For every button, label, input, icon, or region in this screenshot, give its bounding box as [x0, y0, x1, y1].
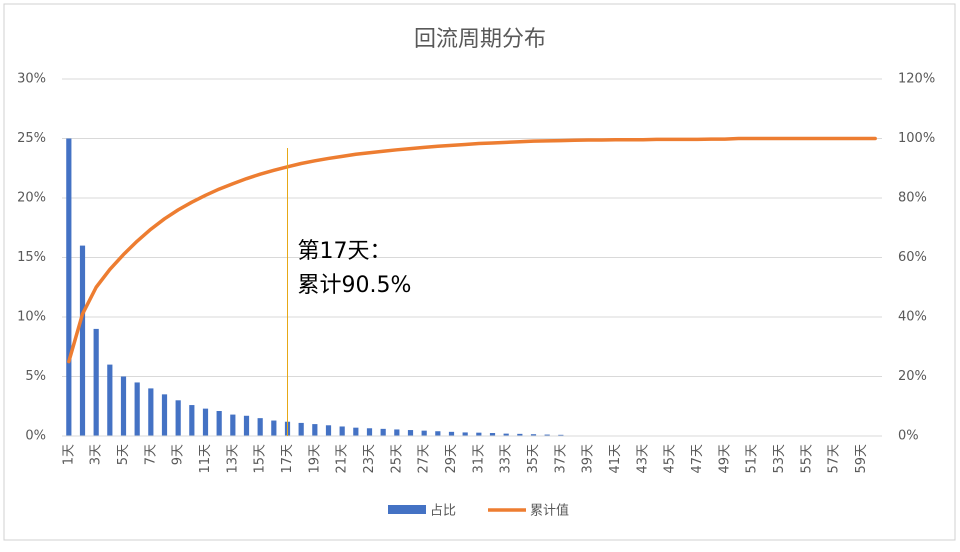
x-tick-label: 41天	[608, 444, 623, 474]
x-tick-label: 19天	[307, 444, 322, 474]
x-tick-label: 15天	[253, 444, 268, 474]
bar	[161, 394, 168, 436]
x-tick-label: 59天	[854, 444, 869, 474]
x-tick-label: 53天	[772, 444, 787, 474]
annotation-text: 累计90.5%	[298, 273, 412, 298]
bar	[93, 328, 99, 436]
bar	[366, 428, 373, 436]
bar	[489, 433, 496, 436]
bar	[79, 245, 86, 436]
chart-frame	[3, 3, 956, 541]
bar	[517, 433, 523, 436]
x-tick-label: 33天	[499, 444, 514, 474]
y2-tick-label: 60%	[898, 250, 927, 265]
legend-swatch	[388, 505, 426, 514]
bar	[421, 430, 427, 436]
bar	[544, 434, 550, 436]
bar	[66, 138, 72, 436]
x-tick-label: 1天	[61, 444, 76, 465]
y2-tick-label: 80%	[898, 191, 927, 206]
bar	[134, 382, 140, 436]
bar	[339, 426, 345, 436]
x-tick-label: 35天	[526, 444, 541, 474]
x-tick-label: 9天	[171, 444, 186, 465]
x-tick-label: 7天	[143, 444, 158, 465]
x-tick-label: 3天	[89, 444, 104, 465]
bar	[202, 408, 209, 436]
x-tick-label: 49天	[717, 444, 732, 474]
x-tick-label: 37天	[553, 444, 568, 474]
bar	[298, 422, 304, 436]
x-tick-label: 29天	[444, 444, 459, 474]
x-tick-label: 43天	[635, 444, 650, 474]
legend-label: 累计值	[530, 503, 569, 519]
y-tick-label: 30%	[17, 72, 46, 87]
bar	[530, 434, 537, 436]
x-tick-label: 17天	[280, 444, 295, 474]
x-tick-label: 25天	[389, 444, 404, 474]
annotation-text: 第17天：	[298, 239, 392, 264]
x-tick-label: 23天	[362, 444, 377, 474]
bar	[476, 432, 482, 436]
x-tick-label: 5天	[116, 444, 131, 465]
bar	[216, 411, 222, 436]
y2-tick-label: 20%	[898, 369, 927, 384]
y-tick-label: 10%	[17, 310, 46, 325]
bar	[462, 432, 468, 436]
x-tick-label: 13天	[225, 444, 240, 474]
x-tick-label: 39天	[581, 444, 596, 474]
line	[67, 136, 877, 364]
y2-tick-label: 100%	[898, 131, 935, 146]
x-tick-label: 31天	[471, 444, 486, 474]
bar	[380, 428, 386, 436]
bar	[257, 418, 263, 436]
bar	[148, 388, 154, 436]
bar	[107, 364, 113, 436]
legend-label: 占比	[430, 504, 456, 519]
bar	[394, 429, 400, 436]
bar	[230, 414, 236, 436]
x-tick-label: 51天	[745, 444, 760, 474]
bar	[271, 420, 277, 436]
bar	[435, 431, 441, 436]
bar	[558, 434, 564, 436]
x-tick-label: 11天	[198, 444, 213, 474]
bar	[175, 400, 181, 436]
x-tick-label: 21天	[335, 444, 350, 474]
bar	[189, 405, 195, 436]
bar	[353, 427, 359, 436]
x-tick-label: 55天	[799, 444, 814, 474]
x-tick-label: 47天	[690, 444, 705, 474]
bar	[243, 415, 250, 436]
y2-tick-label: 120%	[898, 72, 935, 87]
y-tick-label: 15%	[17, 250, 46, 265]
bar	[325, 425, 332, 436]
y-tick-label: 20%	[17, 191, 46, 206]
x-tick-label: 57天	[827, 444, 842, 474]
bar	[120, 376, 127, 436]
y-tick-label: 0%	[25, 429, 46, 444]
bar	[312, 424, 318, 436]
bar	[448, 431, 455, 436]
y2-tick-label: 40%	[898, 310, 927, 325]
y-tick-label: 25%	[17, 131, 46, 146]
x-tick-label: 45天	[663, 444, 678, 474]
bar	[503, 433, 509, 436]
chart-title: 回流周期分布	[414, 27, 546, 52]
y2-tick-label: 0%	[898, 429, 919, 444]
y-tick-label: 5%	[25, 369, 46, 384]
bar	[407, 430, 414, 436]
x-tick-label: 27天	[417, 444, 432, 474]
